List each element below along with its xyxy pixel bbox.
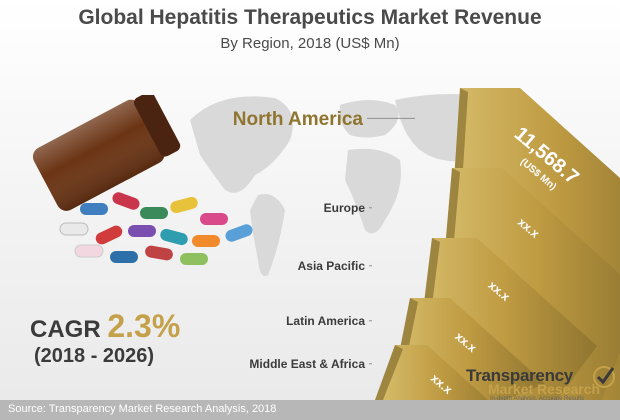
source-footer: Source: Transparency Market Research Ana…: [0, 400, 620, 420]
category-label: Europe: [324, 201, 366, 215]
category-label: Asia Pacific: [298, 259, 366, 273]
chart-title: Global Hepatitis Therapeutics Market Rev…: [78, 6, 542, 29]
pill-bottle-icon: [32, 95, 253, 265]
category-label: Middle East & Africa: [249, 357, 365, 371]
checkmark-logo-icon: [593, 366, 615, 388]
logo-tagline: In-depth Analysis. Accurate Results: [490, 396, 585, 402]
category-label: Latin America: [286, 314, 365, 328]
category-label: North America: [233, 109, 364, 130]
company-logo: Transparency Market Research In-depth An…: [466, 366, 616, 402]
cagr-block: CAGR 2.3%: [30, 308, 180, 345]
bar: [375, 345, 507, 417]
cagr-label: CAGR: [30, 316, 101, 343]
cagr-period: (2018 - 2026): [34, 345, 155, 367]
cagr-value: 2.3%: [107, 308, 181, 344]
logo-line-2: Market Research: [488, 381, 601, 397]
chart-subtitle: By Region, 2018 (US$ Mn): [220, 35, 400, 52]
logo-line-1: Transparency: [466, 366, 573, 385]
bar-shadow: [375, 345, 403, 400]
source-text: Source: Transparency Market Research Ana…: [8, 403, 277, 415]
